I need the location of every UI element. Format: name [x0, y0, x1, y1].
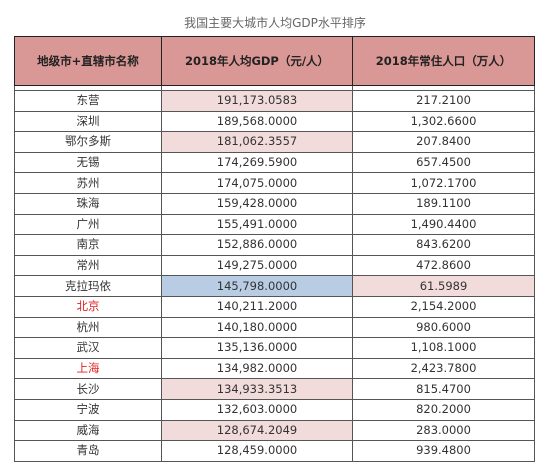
- city-name-cell: 鄂尔多斯: [14, 131, 162, 153]
- table-row: 珠海 159,428.0000 189.1100: [14, 192, 535, 215]
- gdp-per-capita-cell: 181,062.3557: [161, 131, 353, 153]
- table-header-row: 地级市+直辖市名称 2018年人均GDP（元/人） 2018年常住人口（万人）: [14, 36, 535, 86]
- table-row: 无锡 174,269.5900 657.4500: [14, 151, 535, 174]
- population-cell: 980.6000: [352, 316, 535, 339]
- gdp-per-capita-cell: 152,886.0000: [161, 234, 353, 256]
- city-name-cell: 苏州: [14, 172, 162, 194]
- table-row: 长沙 134,933.3513 815.4700: [14, 378, 535, 400]
- population-cell: 820.2000: [352, 398, 535, 421]
- city-name-cell: 宁波: [14, 398, 162, 421]
- population-cell: 472.8600: [352, 254, 535, 277]
- city-name-cell: 珠海: [14, 192, 162, 215]
- city-name-cell: 广州: [14, 213, 162, 236]
- gdp-per-capita-cell: 189,568.0000: [161, 110, 353, 133]
- gdp-per-capita-cell: 191,173.0583: [161, 90, 353, 112]
- gdp-per-capita-cell: 159,428.0000: [161, 192, 353, 215]
- table-row: 克拉玛依 145,798.0000 61.5989: [14, 275, 535, 297]
- population-cell: 2,154.2000: [352, 295, 535, 318]
- table-row: 鄂尔多斯 181,062.3557 207.8400: [14, 131, 535, 153]
- population-cell: 657.4500: [352, 151, 535, 174]
- table-row: 上海 134,982.0000 2,423.7800: [14, 357, 535, 380]
- population-cell: 939.4800: [352, 440, 535, 462]
- city-name-cell: 杭州: [14, 316, 162, 339]
- gdp-per-capita-cell: 135,136.0000: [161, 337, 353, 359]
- city-name-cell: 常州: [14, 254, 162, 277]
- table-row: 苏州 174,075.0000 1,072.1700: [14, 172, 535, 194]
- city-name-cell: 青岛: [14, 440, 162, 462]
- table-row: 宁波 132,603.0000 820.2000: [14, 398, 535, 421]
- city-name-cell: 南京: [14, 234, 162, 256]
- city-name-cell: 克拉玛依: [14, 275, 162, 297]
- gdp-per-capita-cell: 145,798.0000: [161, 275, 353, 297]
- table-row: 广州 155,491.0000 1,490.4400: [14, 213, 535, 236]
- city-name-cell: 北京: [14, 295, 162, 318]
- table-row: 青岛 128,459.0000 939.4800: [14, 440, 535, 462]
- population-cell: 61.5989: [352, 275, 535, 297]
- gdp-per-capita-cell: 174,075.0000: [161, 172, 353, 194]
- table-row: 北京 140,211.2000 2,154.2000: [14, 295, 535, 318]
- gdp-per-capita-cell: 128,459.0000: [161, 440, 353, 462]
- table-row: 南京 152,886.0000 843.6200: [14, 234, 535, 256]
- gdp-per-capita-cell: 140,211.2000: [161, 295, 353, 318]
- gdp-per-capita-cell: 134,982.0000: [161, 357, 353, 380]
- gdp-per-capita-cell: 134,933.3513: [161, 378, 353, 400]
- page-title: 我国主要大城市人均GDP水平排序: [184, 16, 366, 30]
- population-cell: 1,302.6600: [352, 110, 535, 133]
- gdp-ranking-table: 地级市+直辖市名称 2018年人均GDP（元/人） 2018年常住人口（万人） …: [14, 36, 535, 462]
- population-cell: 207.8400: [352, 131, 535, 153]
- table-row: 东营 191,173.0583 217.2100: [14, 90, 535, 112]
- city-name-cell: 东营: [14, 90, 162, 112]
- city-name-cell: 上海: [14, 357, 162, 380]
- table-row: 武汉 135,136.0000 1,108.1000: [14, 337, 535, 359]
- gdp-per-capita-cell: 155,491.0000: [161, 213, 353, 236]
- population-cell: 1,072.1700: [352, 172, 535, 194]
- city-name-cell: 无锡: [14, 151, 162, 174]
- city-name-cell: 威海: [14, 419, 162, 442]
- table-row: 威海 128,674.2049 283.0000: [14, 419, 535, 442]
- gdp-per-capita-cell: 132,603.0000: [161, 398, 353, 421]
- table-row: 杭州 140,180.0000 980.6000: [14, 316, 535, 339]
- city-name-cell: 深圳: [14, 110, 162, 133]
- population-cell: 2,423.7800: [352, 357, 535, 380]
- gdp-per-capita-cell: 174,269.5900: [161, 151, 353, 174]
- population-cell: 189.1100: [352, 192, 535, 215]
- header-spacer-row: [14, 85, 535, 91]
- gdp-per-capita-cell: 149,275.0000: [161, 254, 353, 277]
- header-population: 2018年常住人口（万人）: [352, 36, 535, 86]
- population-cell: 1,108.1000: [352, 337, 535, 359]
- gdp-per-capita-cell: 128,674.2049: [161, 419, 353, 442]
- gdp-per-capita-cell: 140,180.0000: [161, 316, 353, 339]
- population-cell: 1,490.4400: [352, 213, 535, 236]
- header-gdp: 2018年人均GDP（元/人）: [161, 36, 353, 86]
- city-name-cell: 长沙: [14, 378, 162, 400]
- table-body: 东营 191,173.0583 217.2100 深圳 189,568.0000 1,30…: [14, 90, 535, 462]
- city-name-cell: 武汉: [14, 337, 162, 359]
- table-row: 常州 149,275.0000 472.8600: [14, 254, 535, 277]
- table-row: 深圳 189,568.0000 1,302.6600: [14, 110, 535, 133]
- population-cell: 815.4700: [352, 378, 535, 400]
- population-cell: 217.2100: [352, 90, 535, 112]
- population-cell: 283.0000: [352, 419, 535, 442]
- spacer-cell: [352, 85, 535, 91]
- header-city: 地级市+直辖市名称: [14, 36, 162, 86]
- population-cell: 843.6200: [352, 234, 535, 256]
